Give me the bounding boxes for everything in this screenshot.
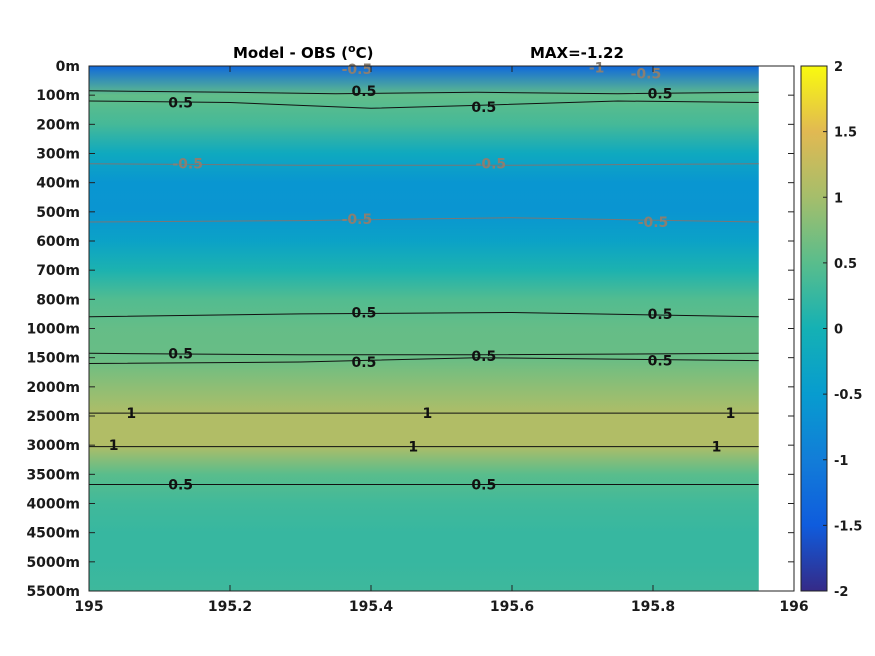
- colorbar-tick-label: 1: [834, 191, 843, 206]
- contour-label: -0.5: [638, 215, 669, 231]
- contour-label: 1: [109, 438, 119, 454]
- contour-label: 0.5: [471, 100, 496, 116]
- y-tick-label: 300m: [36, 147, 80, 163]
- contour-label: 1: [726, 406, 736, 422]
- y-tick-label: 0m: [56, 59, 80, 75]
- colorbar-ticks: 2 1.5 1 0.5 0 -0.5 -1 -1.5 -2: [823, 60, 862, 600]
- temperature-difference-field: [89, 66, 759, 591]
- colorbar-tick-label: -1: [834, 454, 848, 469]
- contour-label: -1: [589, 60, 605, 76]
- contour-line: [88, 217, 759, 223]
- contour-label: 0.5: [168, 478, 193, 494]
- colorbar-tick-label: -1.5: [834, 519, 862, 534]
- contour-label: 0.5: [352, 355, 377, 371]
- contour-line: [88, 163, 759, 166]
- contour-label: 1: [126, 406, 136, 422]
- x-tick-label: 195: [74, 599, 103, 615]
- contour-label: 0.5: [471, 478, 496, 494]
- contour-label: 0.5: [168, 346, 193, 362]
- contour-label: -0.5: [342, 62, 373, 78]
- contour-label: -0.5: [476, 157, 507, 173]
- contour-label: -0.5: [342, 212, 373, 228]
- x-axis: 195 195.2 195.4 195.6 195.8 196: [74, 66, 809, 615]
- y-axis: 0m 100m 200m 300m 400m 500m 600m 700m 800m 1000m 1…: [26, 59, 794, 600]
- y-tick-label: 500m: [36, 205, 80, 221]
- colorbar-tick-label: 1.5: [834, 126, 857, 141]
- y-tick-label: 1000m: [26, 322, 80, 338]
- y-tick-label: 400m: [36, 176, 80, 192]
- colorbar-tick-label: -0.5: [834, 388, 862, 403]
- y-tick-label: 5000m: [26, 555, 80, 571]
- x-tick-label: 196: [779, 599, 808, 615]
- contour-line: [88, 100, 759, 109]
- contour-label: 0.5: [471, 349, 496, 365]
- y-tick-label: 100m: [36, 88, 80, 104]
- colorbar-tick-label: 2: [834, 60, 843, 75]
- colorbar-tick-label: 0: [834, 323, 843, 338]
- colorbar-scale: [800, 65, 828, 592]
- contour-label: 0.5: [648, 354, 673, 370]
- chart-title: Model - OBS (oC): [233, 42, 373, 63]
- contour-line: [88, 357, 759, 364]
- y-tick-label: 800m: [36, 292, 80, 308]
- contour-label: 0.5: [648, 307, 673, 323]
- contour-label: 1: [423, 406, 433, 422]
- contour-line: [88, 352, 759, 356]
- contour-label: 0.5: [168, 95, 193, 111]
- plot-area: -0.5 -1 -0.5 0.5 0.5 0.5 0.5 -0.5 -0.5 -0.5 -0.5 0.…: [88, 60, 795, 592]
- y-tick-label: 200m: [36, 117, 80, 133]
- contour-lines: [88, 90, 759, 485]
- y-tick-label: 1500m: [26, 351, 80, 367]
- x-tick-label: 195.2: [208, 599, 252, 615]
- y-tick-label: 5500m: [26, 584, 80, 600]
- contour-label: 0.5: [352, 305, 377, 321]
- y-tick-label: 4000m: [26, 497, 80, 513]
- x-tick-label: 195.4: [349, 599, 394, 615]
- y-tick-label: 3000m: [26, 438, 80, 454]
- y-tick-label: 700m: [36, 263, 80, 279]
- contour-label: 1: [712, 440, 722, 456]
- y-tick-label: 4500m: [26, 526, 80, 542]
- contour-label: -0.5: [631, 66, 662, 82]
- chart-max-label: MAX=-1.22: [530, 44, 624, 62]
- x-tick-label: 195.8: [631, 599, 675, 615]
- contour-line: [88, 311, 759, 318]
- x-tick-label: 195.6: [490, 599, 534, 615]
- y-tick-label: 2500m: [26, 409, 80, 425]
- contour-label: 1: [408, 440, 418, 456]
- contour-label: 0.5: [352, 84, 377, 100]
- contour-label: 0.5: [648, 87, 673, 103]
- y-tick-label: 2000m: [26, 380, 80, 396]
- y-tick-label: 3500m: [26, 467, 80, 483]
- contour-line: [88, 90, 759, 95]
- y-tick-label: 600m: [36, 234, 80, 250]
- contour-label: -0.5: [172, 157, 203, 173]
- colorbar-tick-label: -2: [834, 585, 848, 600]
- colorbar: 2 1.5 1 0.5 0 -0.5 -1 -1.5 -2: [800, 60, 862, 600]
- colorbar-tick-label: 0.5: [834, 257, 857, 272]
